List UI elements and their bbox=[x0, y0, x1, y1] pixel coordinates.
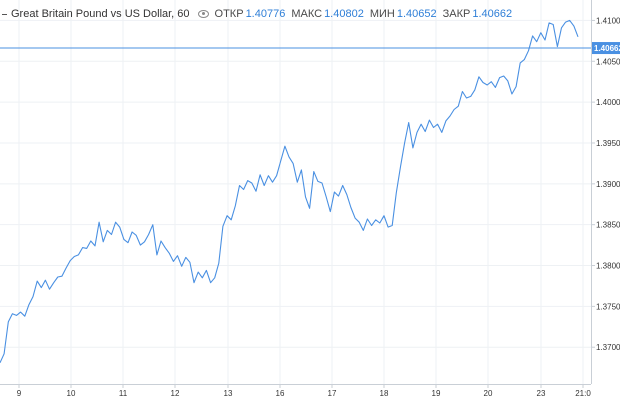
legend-dash-icon bbox=[2, 13, 7, 15]
x-tick-label: 20 bbox=[484, 389, 493, 398]
close-value: 1.40662 bbox=[472, 8, 513, 20]
chart-series bbox=[0, 19, 591, 364]
y-tick-label: 1.40500 bbox=[596, 57, 620, 66]
chart-grid bbox=[0, 0, 591, 384]
x-tick-label: 16 bbox=[276, 389, 285, 398]
y-tick-label: 1.41000 bbox=[596, 16, 620, 25]
x-tick-label: 12 bbox=[171, 389, 180, 398]
low-label: МИН bbox=[369, 8, 395, 20]
x-tick-label: 9 bbox=[17, 389, 22, 398]
y-tick-label: 1.38500 bbox=[596, 221, 620, 230]
y-tick-label: 1.37000 bbox=[596, 343, 620, 352]
y-tick-label: 1.37500 bbox=[596, 302, 620, 311]
open-value: 1.40776 bbox=[245, 8, 286, 20]
x-tick-label: 21:0 bbox=[575, 389, 591, 398]
low-value: 1.40652 bbox=[396, 8, 437, 20]
x-tick-label: 23 bbox=[537, 389, 546, 398]
close-label: ЗАКР bbox=[442, 8, 471, 20]
y-tick-label: 1.38000 bbox=[596, 262, 620, 271]
y-tick-label: 1.39000 bbox=[596, 180, 620, 189]
high-label: МАКС bbox=[291, 8, 323, 20]
high-value: 1.40802 bbox=[324, 8, 364, 20]
y-tick-label: 1.40000 bbox=[596, 98, 620, 107]
x-tick-label: 19 bbox=[432, 389, 441, 398]
y-tick-label: 1.39500 bbox=[596, 139, 620, 148]
series-line bbox=[0, 19, 579, 364]
last-price-label: 1.40662 bbox=[594, 44, 620, 53]
symbol-title[interactable]: Great Britain Pound vs US Dollar, 60 bbox=[11, 8, 190, 20]
last-price-badge bbox=[592, 42, 620, 55]
open-label: ОТКР bbox=[214, 8, 244, 20]
x-tick-label: 13 bbox=[224, 389, 233, 398]
x-tick-label: 18 bbox=[380, 389, 389, 398]
chart-legend: Great Britain Pound vs US Dollar, 60 ОТК… bbox=[2, 8, 518, 20]
x-tick-label: 10 bbox=[67, 389, 76, 398]
x-tick-label: 11 bbox=[119, 389, 128, 398]
eye-icon[interactable] bbox=[197, 10, 209, 18]
x-tick-label: 17 bbox=[328, 389, 337, 398]
